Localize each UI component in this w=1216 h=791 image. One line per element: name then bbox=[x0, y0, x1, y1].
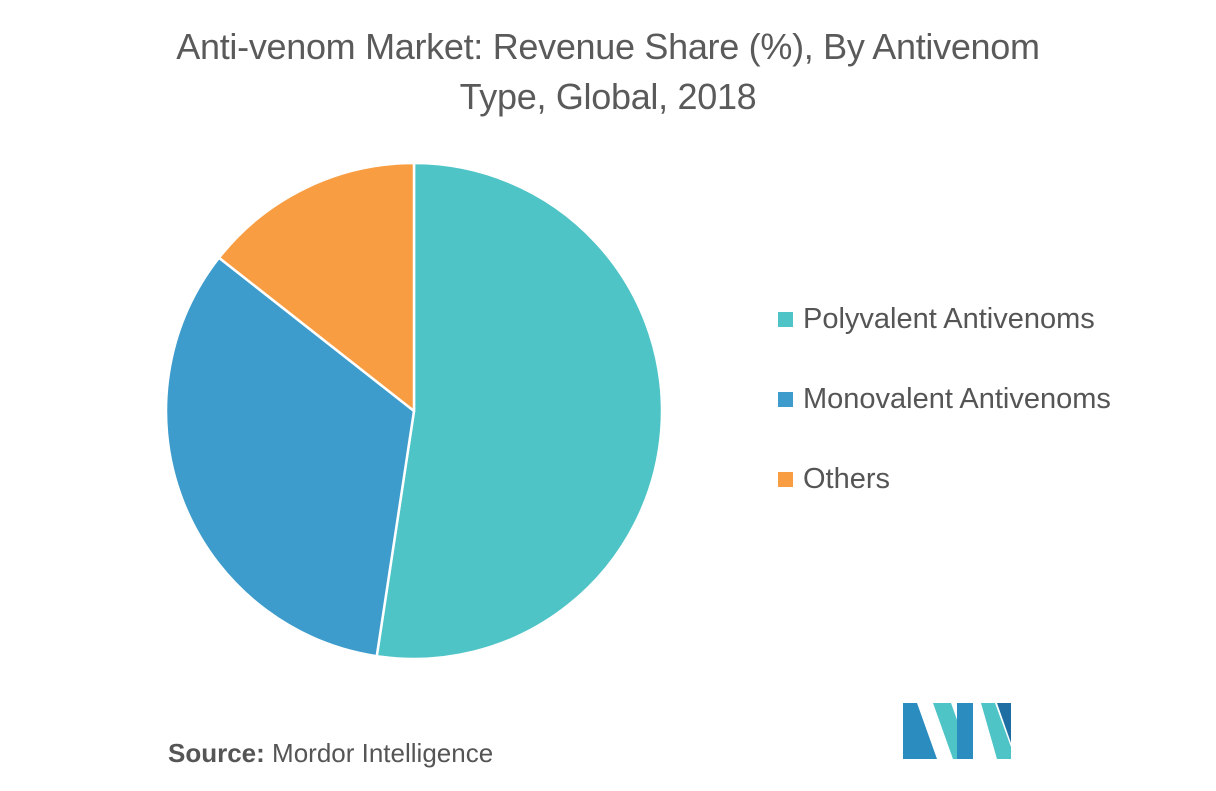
source-note: Source: Mordor Intelligence bbox=[168, 738, 493, 769]
chart-title-line-2: Type, Global, 2018 bbox=[459, 76, 757, 117]
logo-shape-3 bbox=[957, 703, 973, 759]
chart-title: Anti-venom Market: Revenue Share (%), By… bbox=[0, 22, 1216, 122]
legend-item-others: Others bbox=[778, 456, 1111, 502]
legend-label-monovalent: Monovalent Antivenoms bbox=[803, 382, 1111, 415]
logo-shape-4 bbox=[981, 703, 1011, 759]
pie-slice-monovalent bbox=[164, 256, 416, 658]
source-text: Mordor Intelligence bbox=[272, 738, 494, 768]
legend-item-monovalent: Monovalent Antivenoms bbox=[778, 376, 1111, 422]
legend-swatch-monovalent bbox=[778, 391, 793, 407]
chart-legend: Polyvalent Antivenoms Monovalent Antiven… bbox=[778, 296, 1111, 536]
logo-shape-5 bbox=[997, 703, 1011, 743]
legend-label-others: Others bbox=[803, 462, 891, 495]
chart-title-line-1: Anti-venom Market: Revenue Share (%), By… bbox=[176, 26, 1040, 67]
pie-slice-others bbox=[217, 161, 416, 413]
legend-swatch-others bbox=[778, 471, 793, 487]
mordor-intelligence-logo bbox=[903, 703, 1011, 759]
legend-swatch-polyvalent bbox=[778, 311, 793, 327]
source-label: Source: bbox=[168, 738, 265, 768]
legend-item-polyvalent: Polyvalent Antivenoms bbox=[778, 296, 1111, 342]
logo-shape-1 bbox=[903, 703, 937, 759]
pie-slice-polyvalent bbox=[375, 161, 664, 661]
legend-label-polyvalent: Polyvalent Antivenoms bbox=[803, 302, 1095, 335]
